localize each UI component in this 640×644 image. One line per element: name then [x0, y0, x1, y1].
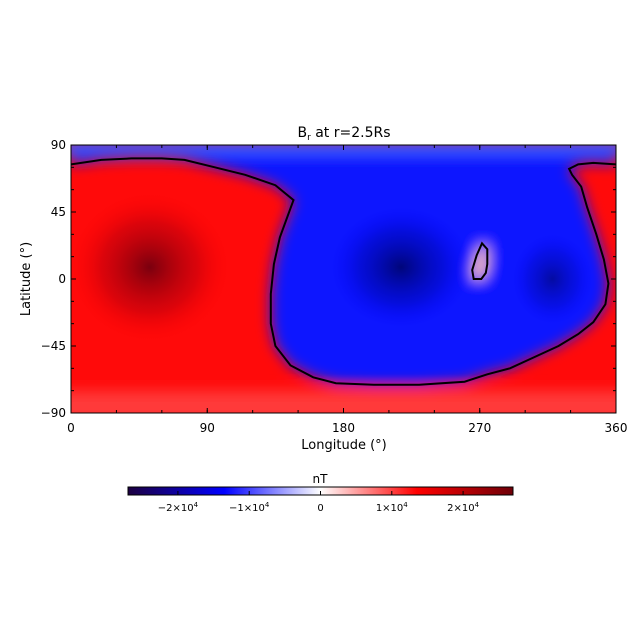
heatmap-field [71, 145, 616, 413]
x-tick-label: 180 [332, 421, 355, 435]
colorbar-tick-label: 0 [317, 503, 323, 514]
colorbar-label: nT [313, 472, 329, 486]
positive-core [71, 192, 230, 343]
y-tick-label: 0 [58, 272, 66, 286]
x-tick-label: 360 [605, 421, 628, 435]
y-tick-label: 90 [51, 138, 66, 152]
y-tick-label: −45 [41, 339, 66, 353]
colorbar-tick-label: 1×104 [376, 501, 408, 514]
polar-cap-north [71, 145, 616, 154]
colorbar-tick-label: −2×104 [158, 501, 199, 514]
x-axis-label: Longitude (°) [301, 438, 386, 453]
polar-band-south [71, 391, 616, 413]
colorbar-tick-label: 2×104 [447, 501, 479, 514]
y-tick-label: −90 [41, 406, 66, 420]
colorbar-tick-label: −1×104 [229, 501, 270, 514]
negative-core [331, 207, 472, 328]
y-axis: 90 45 0 −45 −90 [41, 138, 616, 420]
x-tick-label: 270 [468, 421, 491, 435]
negative-core-secondary [512, 234, 593, 324]
colorbar-ticks: −2×104 −1×104 0 1×104 2×104 [158, 491, 480, 514]
y-tick-label: 45 [51, 205, 66, 219]
x-axis: 0 90 180 270 360 [67, 145, 627, 435]
colorbar: nT −2×104 −1×104 0 1×104 2×104 [127, 472, 514, 514]
y-axis-label: Latitude (°) [19, 242, 34, 316]
positive-island-fill [472, 243, 488, 279]
neutral-line-island [471, 241, 489, 280]
chart-title: Br at r=2.5Rs [297, 125, 390, 143]
x-tick-label: 90 [200, 421, 215, 435]
neutral-line [71, 157, 616, 386]
x-tick-label: 0 [67, 421, 75, 435]
